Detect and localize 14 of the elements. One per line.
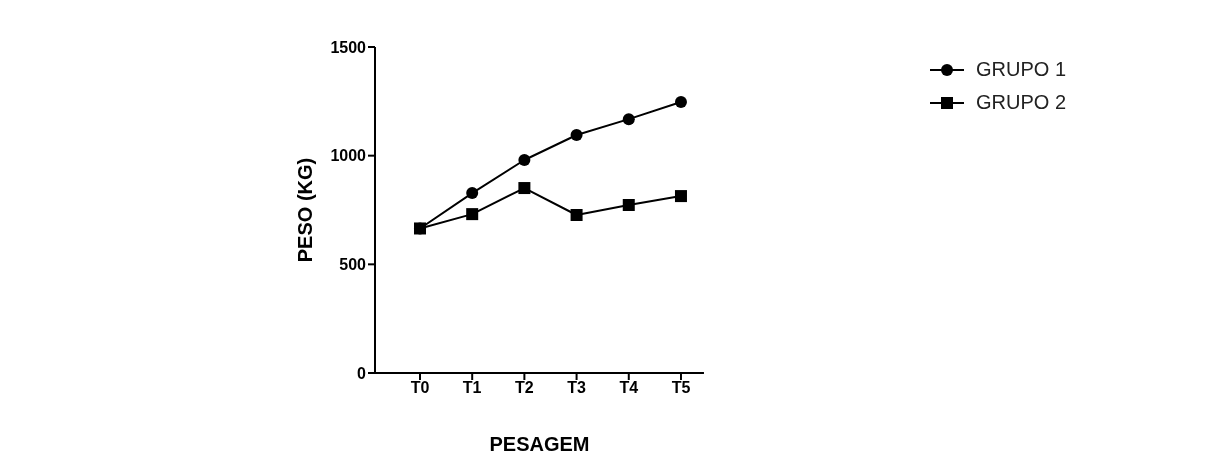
- legend-label: GRUPO 1: [976, 58, 1067, 81]
- y-tick-label: 1500: [330, 38, 367, 56]
- x-tick-label: T5: [671, 379, 691, 397]
- x-tick-label: T2: [515, 379, 534, 397]
- legend-label: GRUPO 2: [976, 91, 1067, 114]
- y-tick-label: 0: [357, 364, 367, 382]
- x-axis-title: PESAGEM: [489, 433, 590, 455]
- y-tick-label: 1000: [330, 147, 367, 165]
- x-tick-label: T3: [567, 379, 587, 397]
- x-tick-label: T0: [410, 379, 430, 397]
- y-axis-title: PESO (KG): [294, 157, 317, 263]
- x-tick-label: T4: [619, 379, 639, 397]
- x-tick-label: T1: [462, 379, 482, 397]
- y-tick-label: 500: [339, 256, 367, 274]
